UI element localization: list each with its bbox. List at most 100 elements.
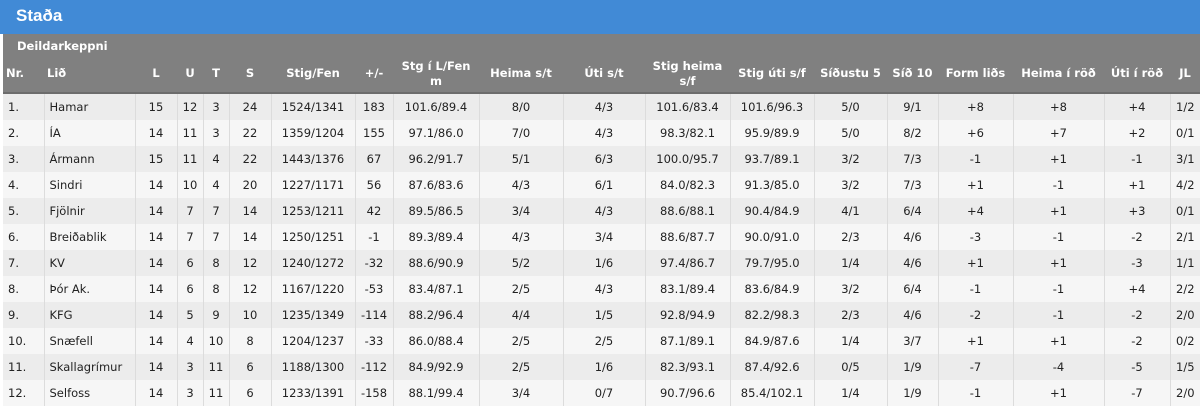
table-cell: +1 (1012, 146, 1104, 172)
table-cell: 101.6/96.3 (729, 93, 814, 120)
table-cell: 8 (202, 276, 229, 302)
table-cell: 42 (354, 198, 393, 224)
table-row: 6. Breiðablik 14 7 7 14 1250/1251 -1 89.3/89.4 4/… (3, 224, 1200, 250)
table-cell: 4 (176, 328, 203, 354)
table-cell: 4/3 (562, 120, 645, 146)
table-cell: 11 (176, 146, 203, 172)
column-header[interactable]: Nr. (3, 55, 44, 94)
team-name-cell[interactable]: Þór Ak. (43, 276, 135, 302)
table-cell: 0/7 (562, 380, 645, 406)
column-header[interactable]: Úti í röð (1104, 55, 1170, 94)
table-cell: -114 (354, 302, 393, 328)
column-header[interactable]: Úti s/t (563, 55, 645, 94)
table-cell: +1 (1012, 250, 1104, 276)
column-header[interactable]: Stig heima s/f (645, 55, 730, 94)
column-header[interactable]: T (203, 55, 229, 94)
team-name-cell[interactable]: ÍA (43, 120, 135, 146)
table-cell: 84.9/92.9 (392, 354, 479, 380)
table-cell: 5 (176, 302, 203, 328)
team-name-cell[interactable]: Hamar (43, 93, 135, 120)
table-cell: 4/4 (478, 302, 563, 328)
standings-table-container: Deildarkeppni Nr. Lið L U T S Stig/Fen +/- Stg í… (3, 34, 1200, 406)
column-header[interactable]: Stg í L/Fen m (393, 55, 479, 94)
table-cell: 85.4/102.1 (729, 380, 814, 406)
table-cell: 1359/1204 (270, 120, 355, 146)
table-cell: 155 (354, 120, 393, 146)
table-cell: 6 (176, 250, 203, 276)
table-cell: 92.8/94.9 (644, 302, 730, 328)
team-name-cell[interactable]: Breiðablik (43, 224, 135, 250)
table-cell: -1 (1103, 146, 1170, 172)
table-cell: 6. (8, 230, 19, 244)
table-cell: 89.3/89.4 (392, 224, 479, 250)
column-header[interactable]: Síðustu 5 (814, 55, 887, 94)
table-cell: 14 (134, 224, 177, 250)
table-cell: -7 (1103, 380, 1170, 406)
table-cell: 4/3 (562, 93, 645, 120)
table-cell: 84.9/87.6 (729, 328, 814, 354)
table-cell: -1 (937, 380, 1013, 406)
team-name-cell[interactable]: Sindri (43, 172, 135, 198)
table-cell: 14 (228, 198, 271, 224)
column-header[interactable]: U (177, 55, 203, 94)
table-cell: 4/1 (813, 198, 887, 224)
table-cell: 4/3 (478, 224, 563, 250)
table-cell: +4 (1103, 93, 1170, 120)
column-header[interactable]: Lið (44, 55, 135, 94)
table-cell: 3/4 (562, 224, 645, 250)
team-name-cell[interactable]: Ármann (43, 146, 135, 172)
table-cell: 1524/1341 (270, 93, 355, 120)
table-cell: 9 (202, 302, 229, 328)
table-cell: 5/2 (478, 250, 563, 276)
table-cell: +6 (937, 120, 1013, 146)
column-header[interactable]: +/- (355, 55, 393, 94)
team-name-cell[interactable]: KFG (43, 302, 135, 328)
table-cell: 88.6/90.9 (392, 250, 479, 276)
table-cell: +1 (937, 328, 1013, 354)
team-name-cell[interactable]: Snæfell (43, 328, 135, 354)
table-cell: 93.7/89.1 (729, 146, 814, 172)
table-cell: -3 (1103, 250, 1170, 276)
team-name-cell[interactable]: KV (43, 250, 135, 276)
table-cell: -4 (1012, 354, 1104, 380)
table-cell: +1 (1012, 198, 1104, 224)
table-cell: -1 (937, 146, 1013, 172)
team-name-cell[interactable]: Selfoss (43, 380, 135, 406)
column-header[interactable]: Stig/Fen (271, 55, 355, 94)
table-cell: 100.0/95.7 (644, 146, 730, 172)
column-header[interactable]: Stig úti s/f (730, 55, 814, 94)
column-header[interactable]: Síð 10 (887, 55, 938, 94)
table-cell: 89.5/86.5 (392, 198, 479, 224)
table-cell: 22 (228, 120, 271, 146)
table-cell: 6 (228, 354, 271, 380)
column-header[interactable]: Heima í röð (1013, 55, 1104, 94)
column-header[interactable]: Heima s/t (479, 55, 563, 94)
table-cell: 7/0 (478, 120, 563, 146)
table-cell: 1. (8, 100, 19, 114)
table-cell: -1 (1012, 302, 1104, 328)
table-cell: 14 (134, 198, 177, 224)
team-name-cell[interactable]: Fjölnir (43, 198, 135, 224)
table-cell: +1 (937, 172, 1013, 198)
table-cell: 4 (202, 146, 229, 172)
table-cell: 1/4 (813, 380, 887, 406)
table-cell: 12 (228, 276, 271, 302)
table-cell: 1/2 (1169, 93, 1200, 120)
table-cell: 1/1 (1169, 250, 1200, 276)
table-cell: 9. (8, 308, 19, 322)
table-cell: -2 (1103, 328, 1170, 354)
team-name-cell[interactable]: Skallagrímur (43, 354, 135, 380)
table-cell: 11 (202, 380, 229, 406)
table-cell: 1/6 (562, 354, 645, 380)
table-cell: 4/2 (1169, 172, 1200, 198)
column-header[interactable]: S (229, 55, 271, 94)
table-cell: -33 (354, 328, 393, 354)
table-cell: 88.6/87.7 (644, 224, 730, 250)
column-header[interactable]: L (135, 55, 177, 94)
column-header[interactable]: JL (1170, 55, 1200, 94)
table-cell: -7 (937, 354, 1013, 380)
table-cell: 3 (202, 120, 229, 146)
column-header[interactable]: Form liðs (938, 55, 1013, 94)
table-caption: Deildarkeppni (3, 34, 1200, 55)
table-cell: 8. (8, 282, 19, 296)
